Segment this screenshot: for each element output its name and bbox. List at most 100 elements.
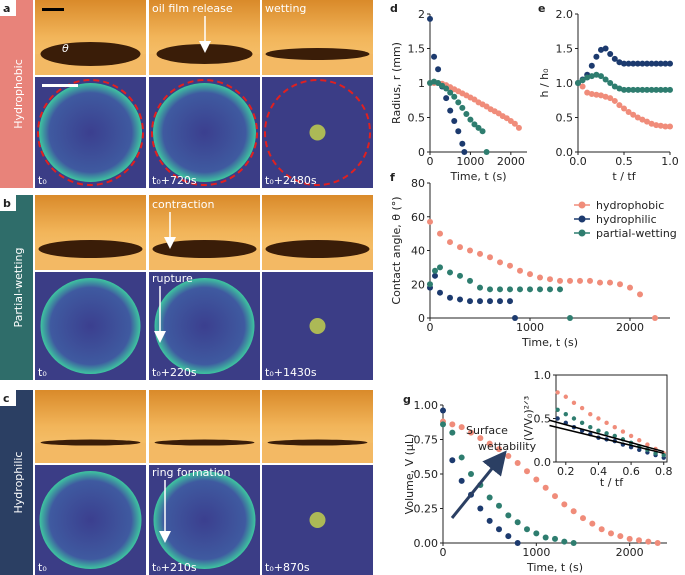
point <box>483 149 490 155</box>
point <box>527 271 533 278</box>
droplet-image <box>39 83 142 182</box>
point <box>598 73 604 80</box>
point <box>611 55 618 62</box>
point <box>630 60 637 67</box>
y-tick-label: 60 <box>411 211 425 224</box>
point <box>636 537 642 544</box>
y-tick-label: 1.5 <box>556 43 574 56</box>
point <box>486 517 493 524</box>
time-label: t₀+220s <box>152 366 197 379</box>
residual <box>309 318 326 334</box>
x-tick-label: 1000 <box>456 155 484 168</box>
point <box>579 77 586 84</box>
drop <box>265 240 370 258</box>
point <box>451 93 458 100</box>
x-tick-label: 2000 <box>616 546 644 559</box>
time-label: t₀+720s <box>152 174 197 187</box>
point <box>667 60 673 67</box>
point <box>479 128 486 135</box>
point <box>524 468 530 475</box>
point <box>593 53 600 60</box>
point <box>611 97 618 104</box>
point <box>427 281 433 288</box>
y-tick-label: 0.75 <box>414 434 439 447</box>
point <box>443 85 450 92</box>
point <box>437 230 443 237</box>
time-label: t₀ <box>38 561 47 574</box>
annotation: Surface <box>466 424 508 437</box>
point <box>449 421 456 428</box>
point <box>579 405 585 411</box>
droplet-image <box>39 471 142 569</box>
y-tick-label: 0.0 <box>556 146 574 159</box>
point <box>432 267 438 274</box>
y-tick-label: 0.00 <box>414 537 439 550</box>
point <box>637 291 643 298</box>
x-tick-label: 0.6 <box>622 465 640 478</box>
point <box>571 416 577 421</box>
point <box>580 515 586 522</box>
drop <box>267 439 368 446</box>
panel-letter: d <box>390 2 398 15</box>
point <box>621 86 627 93</box>
point <box>662 60 669 67</box>
point <box>468 471 474 477</box>
point <box>627 284 633 291</box>
point <box>596 416 601 421</box>
point <box>653 60 660 67</box>
y-axis-label: Volume, V (μL) <box>403 434 416 515</box>
point <box>639 60 646 67</box>
point <box>487 254 493 261</box>
point <box>455 99 462 106</box>
panel-letter: g <box>403 393 411 406</box>
point <box>621 105 627 112</box>
point <box>653 122 660 129</box>
substrate <box>262 54 373 75</box>
substrate <box>149 442 260 463</box>
legend-label: partial-wetting <box>596 227 677 240</box>
y-tick-label: 0 <box>418 312 425 325</box>
point <box>611 83 618 90</box>
point <box>570 508 577 515</box>
point <box>514 519 521 526</box>
fit-line <box>549 419 664 453</box>
y-tick-label: 0.0 <box>534 456 552 469</box>
point <box>511 120 518 127</box>
x-axis-label: Time, t (s) <box>521 336 578 349</box>
contour <box>37 79 144 186</box>
point <box>537 286 543 293</box>
point <box>625 86 632 93</box>
point <box>637 438 642 443</box>
point <box>626 535 633 542</box>
point <box>517 267 523 274</box>
point <box>587 277 593 284</box>
point <box>515 124 522 131</box>
point <box>496 526 502 533</box>
point <box>657 86 664 93</box>
point <box>552 493 558 500</box>
point <box>463 111 470 118</box>
point <box>487 286 493 293</box>
x-tick-label: 0 <box>440 546 447 559</box>
y-tick-label: 80 <box>411 177 425 190</box>
point <box>625 60 632 67</box>
point <box>634 86 641 93</box>
x-tick-label: 2000 <box>616 321 644 334</box>
point <box>471 121 478 128</box>
point <box>607 95 614 102</box>
point <box>644 86 650 93</box>
droplet-image <box>153 83 256 182</box>
point <box>661 452 666 458</box>
point <box>588 73 595 80</box>
droplet-image <box>40 278 141 374</box>
theta: θ <box>62 42 69 55</box>
point <box>514 540 521 546</box>
y-axis-label: Radius, r (mm) <box>390 42 403 124</box>
point <box>616 59 623 66</box>
residual <box>309 512 326 528</box>
droplet-image <box>154 278 255 374</box>
point <box>467 247 473 254</box>
point <box>497 286 503 293</box>
point <box>447 269 453 276</box>
fit-line <box>549 424 664 455</box>
